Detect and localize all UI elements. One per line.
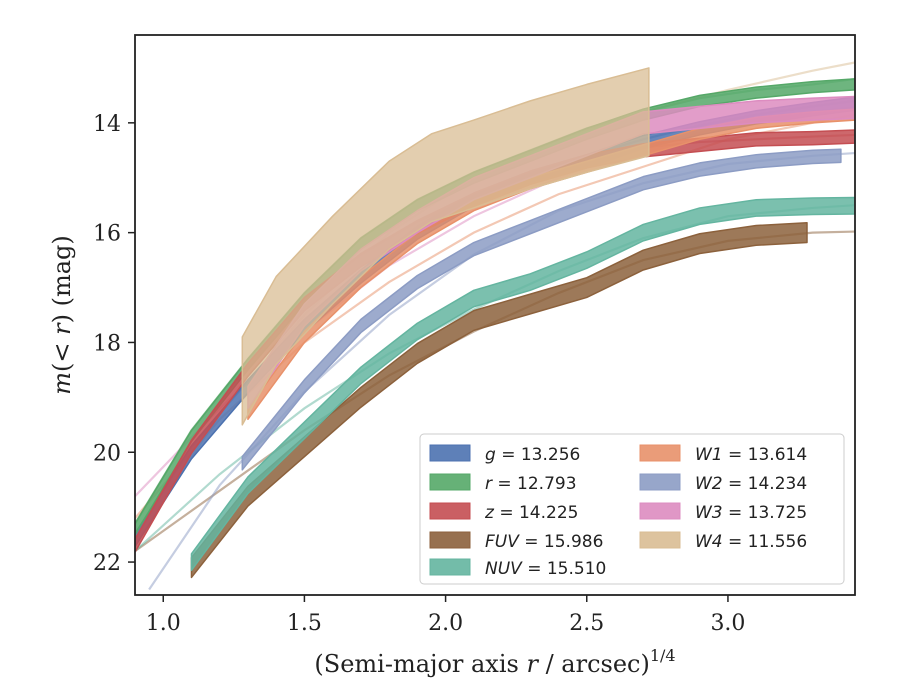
legend-label-w2: W2 = 14.234: [695, 474, 807, 494]
legend-label-r: r = 12.793: [485, 474, 577, 494]
y-tick-label: 22: [93, 551, 121, 576]
series-band-nuv: [190, 196, 855, 572]
legend-swatch-nuv: [429, 558, 471, 576]
x-tick-label: 2.5: [569, 611, 604, 636]
legend-swatch-r: [429, 473, 471, 491]
legend-label-g: g = 13.256: [485, 445, 580, 465]
y-tick-label: 14: [93, 112, 121, 137]
plot-frame: [134, 34, 856, 596]
x-tick-label: 1.0: [146, 611, 181, 636]
legend-label-w3: W3 = 13.725: [695, 503, 807, 523]
x-tick-label: 3.0: [710, 611, 745, 636]
legend-swatch-fuv: [429, 531, 471, 549]
x-tick-label: 2.0: [428, 611, 463, 636]
y-tick-label: 20: [93, 441, 121, 466]
x-axis-label: (Semi-major axis r / arcsec)1/4: [314, 646, 675, 678]
legend-swatch-g: [429, 444, 471, 462]
y-axis-label: m(< r) (mag): [48, 235, 76, 395]
legend-label-w1: W1 = 13.614: [695, 445, 807, 465]
legend-label-z: z = 14.225: [484, 503, 578, 523]
x-tick-label: 1.5: [287, 611, 322, 636]
legend-box: [419, 433, 845, 585]
legend-swatch-w4: [639, 531, 681, 549]
series-band-w4: [241, 67, 650, 426]
legend-swatch-z: [429, 502, 471, 520]
legend-swatch-w1: [639, 444, 681, 462]
series-layer: [135, 61, 855, 591]
series-band-w2: [241, 148, 842, 471]
legend-label-w4: W4 = 11.556: [695, 532, 807, 552]
legend-label-fuv: FUV = 15.986: [485, 532, 603, 552]
legend-swatch-w3: [639, 502, 681, 520]
legend-swatch-w2: [639, 473, 681, 491]
y-tick-label: 16: [93, 222, 121, 247]
ticks-layer: 1.0 1.5 2.0 2.5 3.0 14 16 18 20 22: [93, 112, 745, 636]
legend-label-nuv: NUV = 15.510: [485, 559, 606, 579]
y-tick-label: 18: [93, 331, 121, 356]
legend: g = 13.256 r = 12.793 z = 14.225 FUV = 15.9…: [419, 433, 845, 585]
series-band-fuv: [190, 222, 808, 579]
